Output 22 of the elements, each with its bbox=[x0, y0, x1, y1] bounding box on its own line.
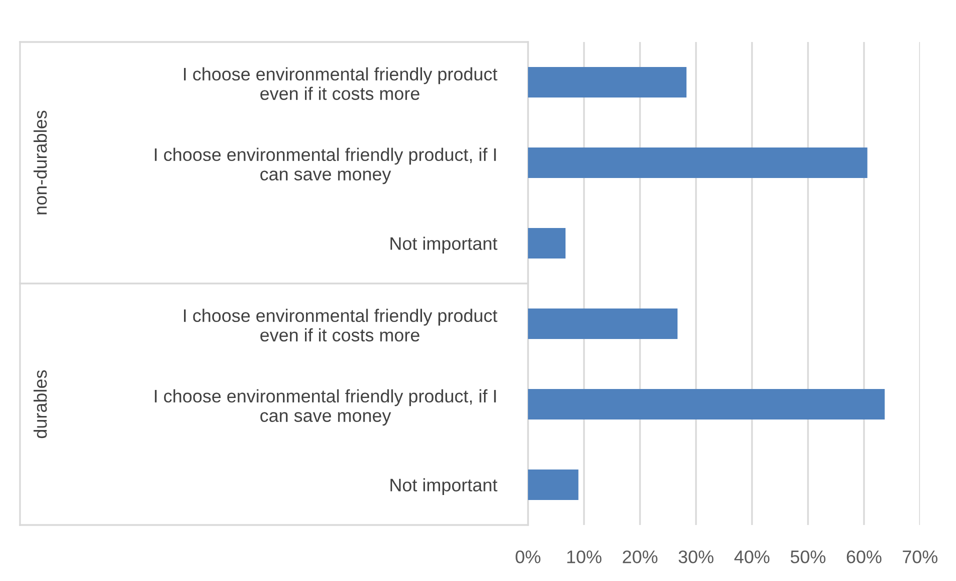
x-tick-label: 10% bbox=[567, 550, 602, 564]
y-tick-label: I choose environmental friendly product, if I can save money bbox=[154, 389, 496, 426]
bar bbox=[528, 469, 578, 500]
bar bbox=[528, 66, 686, 98]
x-tick-label: 70% bbox=[902, 550, 938, 564]
bar bbox=[528, 147, 868, 178]
x-tick-label: 20% bbox=[622, 550, 658, 564]
y-tick-label: I choose environmental friendly product even if it costs more bbox=[184, 67, 498, 100]
x-tick-label: 30% bbox=[678, 550, 714, 564]
y-tick-label: Not important bbox=[390, 478, 498, 496]
y-tick-label: I choose environmental friendly product, if I can save money bbox=[154, 148, 496, 184]
y-tick-label: Not important bbox=[390, 236, 498, 254]
text: durables bbox=[34, 370, 47, 438]
y-tick-label: I choose environmental friendly product even if it costs more bbox=[184, 308, 498, 342]
bar bbox=[528, 388, 885, 420]
bar bbox=[528, 308, 678, 340]
x-tick-label: 60% bbox=[846, 550, 882, 564]
bar bbox=[528, 228, 566, 259]
x-tick-label: 50% bbox=[790, 550, 826, 564]
x-tick-label: 0% bbox=[516, 550, 540, 564]
text: non-durables bbox=[34, 110, 47, 214]
x-tick-label: 40% bbox=[734, 550, 770, 564]
